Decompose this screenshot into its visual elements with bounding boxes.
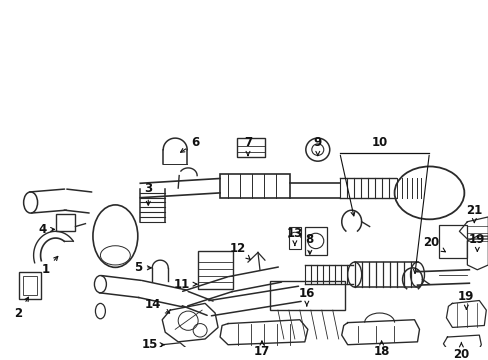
Bar (220, 174, 289, 198)
Text: 13: 13 (286, 227, 303, 246)
Bar (439, 225, 467, 258)
Text: 14: 14 (145, 298, 169, 313)
Text: 16: 16 (298, 287, 314, 306)
Bar (56, 214, 75, 231)
Text: 15: 15 (142, 338, 164, 351)
Bar (19, 272, 41, 298)
Text: 12: 12 (229, 242, 250, 260)
Text: 6: 6 (180, 136, 199, 152)
Text: 19: 19 (457, 290, 473, 309)
Text: 5: 5 (134, 261, 151, 274)
Bar (237, 138, 264, 157)
Text: 10: 10 (371, 136, 387, 149)
Text: 7: 7 (244, 136, 251, 156)
Bar (288, 228, 300, 249)
Text: 1: 1 (41, 256, 58, 276)
Text: 18: 18 (373, 341, 389, 358)
Text: 19: 19 (468, 233, 485, 252)
Bar (22, 275, 37, 295)
Text: 4: 4 (39, 223, 54, 236)
Bar (198, 251, 233, 289)
Text: 17: 17 (253, 341, 269, 358)
Text: 3: 3 (144, 181, 152, 205)
Bar (269, 281, 344, 310)
Text: 8: 8 (305, 233, 313, 254)
Text: 20: 20 (423, 237, 445, 252)
Text: 9: 9 (313, 136, 321, 156)
Text: 11: 11 (174, 278, 197, 291)
Text: 2: 2 (15, 297, 28, 320)
Text: 21: 21 (465, 204, 482, 222)
Bar (304, 226, 326, 255)
Text: 20: 20 (452, 342, 468, 360)
